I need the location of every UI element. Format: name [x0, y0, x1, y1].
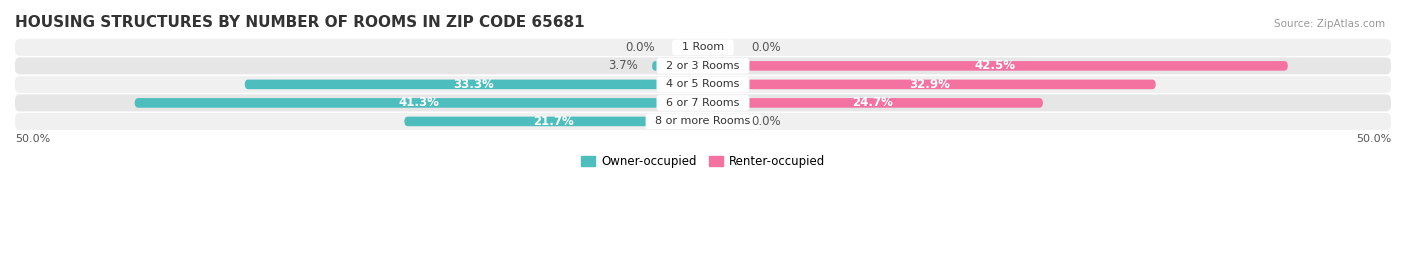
Text: 50.0%: 50.0% [1355, 134, 1391, 144]
FancyBboxPatch shape [15, 39, 1391, 56]
FancyBboxPatch shape [15, 76, 1391, 93]
Text: 24.7%: 24.7% [852, 96, 893, 109]
Text: 41.3%: 41.3% [398, 96, 439, 109]
FancyBboxPatch shape [703, 61, 1288, 71]
Text: 33.3%: 33.3% [454, 78, 495, 91]
FancyBboxPatch shape [15, 113, 1391, 130]
Text: 3.7%: 3.7% [609, 59, 638, 72]
Text: 6 or 7 Rooms: 6 or 7 Rooms [659, 98, 747, 108]
Text: Source: ZipAtlas.com: Source: ZipAtlas.com [1274, 19, 1385, 29]
FancyBboxPatch shape [405, 116, 703, 126]
FancyBboxPatch shape [652, 61, 703, 71]
Text: 50.0%: 50.0% [15, 134, 51, 144]
FancyBboxPatch shape [15, 57, 1391, 75]
FancyBboxPatch shape [15, 94, 1391, 111]
Text: 0.0%: 0.0% [751, 41, 780, 54]
Text: 1 Room: 1 Room [675, 43, 731, 52]
Text: 21.7%: 21.7% [533, 115, 574, 128]
Text: HOUSING STRUCTURES BY NUMBER OF ROOMS IN ZIP CODE 65681: HOUSING STRUCTURES BY NUMBER OF ROOMS IN… [15, 15, 585, 30]
Text: 42.5%: 42.5% [974, 59, 1017, 72]
Text: 0.0%: 0.0% [626, 41, 655, 54]
Text: 32.9%: 32.9% [908, 78, 950, 91]
FancyBboxPatch shape [245, 80, 703, 89]
FancyBboxPatch shape [135, 98, 703, 108]
FancyBboxPatch shape [703, 80, 1156, 89]
Text: 0.0%: 0.0% [751, 115, 780, 128]
Text: 4 or 5 Rooms: 4 or 5 Rooms [659, 79, 747, 89]
Legend: Owner-occupied, Renter-occupied: Owner-occupied, Renter-occupied [576, 150, 830, 173]
FancyBboxPatch shape [703, 98, 1043, 108]
Text: 2 or 3 Rooms: 2 or 3 Rooms [659, 61, 747, 71]
Text: 8 or more Rooms: 8 or more Rooms [648, 116, 758, 126]
